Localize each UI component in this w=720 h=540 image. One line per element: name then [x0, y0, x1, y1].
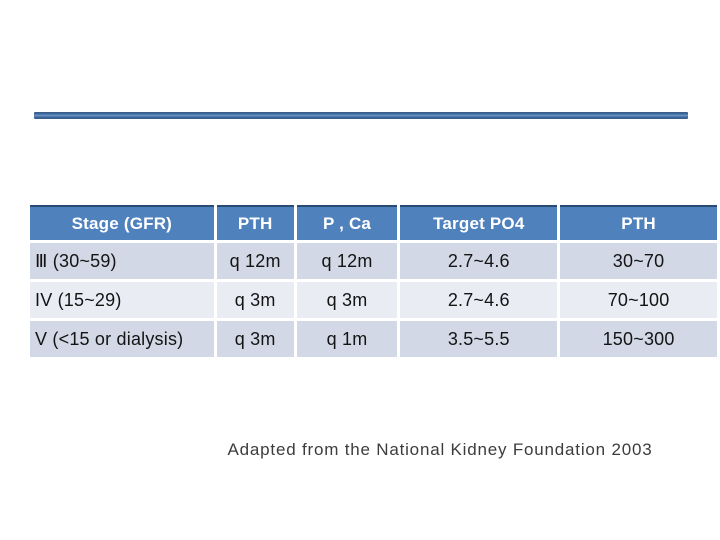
cell-pth-range: 70~100 [560, 282, 717, 318]
cell-target-po4: 2.7~4.6 [400, 282, 558, 318]
header-pth-range: PTH [560, 205, 717, 240]
cell-stage: Ⅲ (30~59) [30, 243, 214, 279]
title-divider-bar [34, 112, 688, 119]
cell-stage: V (<15 or dialysis) [30, 321, 214, 357]
cell-p-ca-freq: q 3m [296, 282, 398, 318]
cell-pth-freq: q 3m [216, 321, 294, 357]
table-row-stage-3: Ⅲ (30~59) q 12m q 12m 2.7~4.6 30~70 [30, 243, 717, 279]
cell-target-po4: 3.5~5.5 [400, 321, 558, 357]
header-stage-gfr: Stage (GFR) [30, 205, 214, 240]
cell-pth-freq: q 3m [216, 282, 294, 318]
cell-pth-range: 30~70 [560, 243, 717, 279]
header-p-ca: P , Ca [296, 205, 398, 240]
header-target-po4: Target PO4 [400, 205, 558, 240]
cell-target-po4: 2.7~4.6 [400, 243, 558, 279]
source-credit: Adapted from the National Kidney Foundat… [227, 440, 653, 459]
cell-p-ca-freq: q 1m [296, 321, 398, 357]
ckd-monitoring-table: Stage (GFR) PTH P , Ca Target PO4 PTH Ⅲ … [27, 202, 720, 360]
cell-pth-range: 150~300 [560, 321, 717, 357]
cell-pth-freq: q 12m [216, 243, 294, 279]
cell-p-ca-freq: q 12m [296, 243, 398, 279]
table-header-row: Stage (GFR) PTH P , Ca Target PO4 PTH [30, 205, 717, 240]
cell-stage: IV (15~29) [30, 282, 214, 318]
table-row-stage-4: IV (15~29) q 3m q 3m 2.7~4.6 70~100 [30, 282, 717, 318]
table-row-stage-5: V (<15 or dialysis) q 3m q 1m 3.5~5.5 15… [30, 321, 717, 357]
header-pth: PTH [216, 205, 294, 240]
